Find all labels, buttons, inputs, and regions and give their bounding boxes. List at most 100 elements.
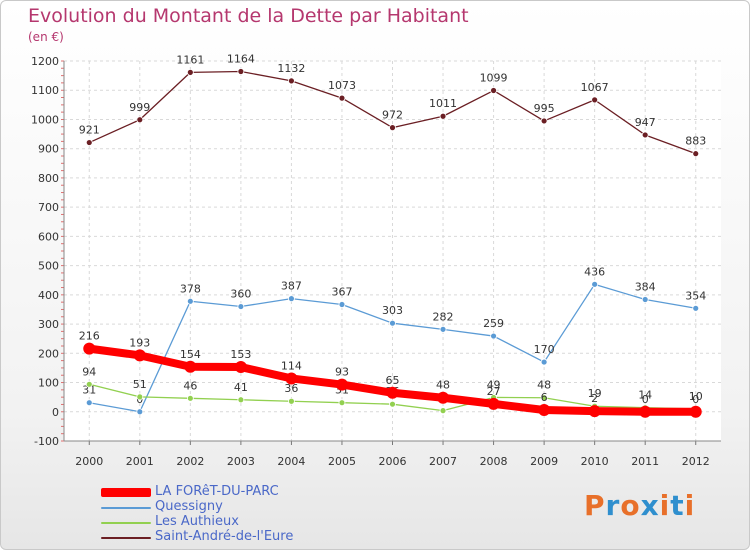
y-tick-label: 800	[38, 172, 59, 185]
data-point	[186, 394, 194, 402]
data-label: 0	[692, 393, 699, 406]
data-point	[234, 361, 247, 374]
data-point	[439, 112, 447, 120]
y-tick-label: 500	[38, 260, 59, 273]
data-label: 216	[79, 330, 100, 343]
legend-label: Saint-André-de-l'Eure	[155, 529, 294, 544]
data-label: 1067	[581, 81, 609, 94]
data-label: 883	[685, 135, 706, 148]
legend-label: Quessigny	[155, 499, 223, 514]
data-point	[538, 404, 551, 417]
data-point	[439, 407, 447, 415]
y-tick-label: 400	[38, 289, 59, 302]
legend-item: Quessigny	[101, 499, 341, 515]
legend-item: Les Authieux	[101, 514, 341, 530]
y-tick-label: 1200	[31, 55, 59, 68]
legend-label: LA FORêT-DU-PARC	[155, 484, 279, 499]
data-point	[136, 393, 144, 401]
data-label: 10	[689, 390, 703, 403]
data-point	[136, 408, 144, 416]
logo-letter: x	[640, 489, 660, 522]
logo-letter: r	[605, 489, 621, 522]
x-tick-label: 2012	[682, 455, 710, 468]
data-point	[490, 332, 497, 340]
y-tick-label: 1100	[31, 84, 59, 97]
logo-letter: i	[659, 489, 671, 522]
data-point	[591, 96, 599, 104]
data-label: 48	[436, 379, 450, 392]
data-point	[540, 358, 548, 366]
data-point	[237, 68, 245, 75]
data-point	[186, 69, 194, 76]
data-label: 93	[335, 366, 349, 379]
data-label: 170	[534, 343, 555, 356]
data-label: 48	[537, 379, 551, 392]
line-chart: -100010020030040050060070080090010001100…	[31, 53, 721, 468]
x-tick-label: 2000	[75, 455, 103, 468]
data-point	[338, 399, 346, 407]
y-tick-label: 600	[38, 230, 59, 243]
data-point	[85, 399, 93, 407]
data-label: 360	[230, 288, 251, 301]
y-tick-label: 900	[38, 143, 59, 156]
data-point	[692, 150, 700, 158]
data-point	[692, 304, 700, 312]
data-point	[338, 301, 346, 308]
x-tick-label: 2006	[379, 455, 407, 468]
data-label: 259	[483, 317, 504, 330]
data-label: 94	[82, 365, 96, 378]
data-label: 436	[584, 265, 605, 278]
data-label: 19	[588, 387, 602, 400]
legend-item: Saint-André-de-l'Eure	[101, 529, 341, 545]
y-tick-label: 100	[38, 377, 59, 390]
data-label: 378	[180, 282, 201, 295]
data-label: 31	[82, 384, 96, 397]
data-point	[133, 349, 146, 362]
chart-subtitle: (en €)	[28, 30, 64, 44]
data-label: 27	[487, 385, 501, 398]
data-point	[288, 295, 295, 303]
data-label: 1161	[176, 53, 204, 66]
data-point	[591, 280, 599, 288]
data-point	[83, 342, 96, 355]
logo-letter: o	[620, 489, 641, 522]
data-point	[186, 297, 194, 305]
data-point	[389, 400, 396, 408]
data-point	[237, 303, 245, 310]
data-point	[540, 394, 548, 402]
data-point	[386, 386, 399, 399]
data-point	[288, 397, 295, 405]
data-label: 49	[487, 378, 501, 391]
data-point	[641, 131, 649, 139]
data-point	[85, 139, 93, 146]
data-point	[338, 94, 346, 102]
x-tick-label: 2003	[227, 455, 255, 468]
x-tick-label: 2008	[480, 455, 508, 468]
data-label: 999	[129, 101, 150, 114]
data-label: 2	[591, 392, 598, 405]
legend-item: LA FORêT-DU-PARC	[101, 484, 341, 500]
logo-letter: P	[584, 489, 606, 522]
data-label: 303	[382, 304, 403, 317]
legend: LA FORêT-DU-PARC Quessigny Les Authieux …	[101, 484, 341, 545]
legend-swatch	[101, 522, 151, 524]
data-label: 1011	[429, 97, 457, 110]
data-label: 41	[234, 381, 248, 394]
data-label: 947	[635, 116, 656, 129]
data-label: 995	[534, 102, 555, 115]
data-label: 387	[281, 280, 302, 293]
x-tick-label: 2011	[631, 455, 659, 468]
data-label: 14	[638, 389, 652, 402]
data-point	[487, 397, 500, 410]
y-tick-label: -100	[34, 435, 59, 448]
x-tick-label: 2002	[176, 455, 204, 468]
data-label: 921	[79, 124, 100, 137]
data-point	[288, 77, 295, 85]
legend-swatch	[101, 488, 151, 497]
data-label: 367	[331, 285, 352, 298]
data-label: 154	[180, 348, 201, 361]
data-label: 0	[642, 393, 649, 406]
data-point	[389, 124, 396, 132]
data-point	[689, 405, 702, 418]
